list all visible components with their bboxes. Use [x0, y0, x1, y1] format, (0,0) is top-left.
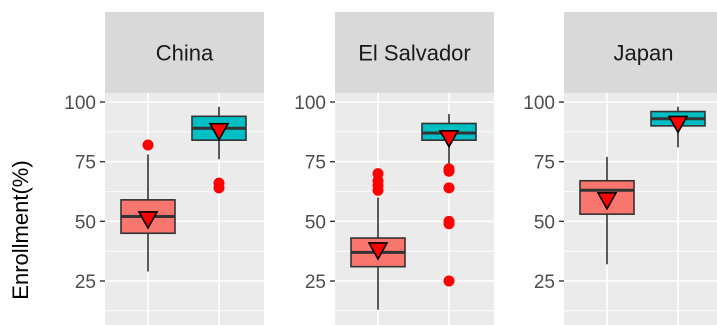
facet-panel-0: China 25 50 75 100: [64, 12, 264, 325]
outlier-point: [443, 165, 455, 177]
box-box_a: [350, 168, 406, 310]
y-tick-label: 75: [75, 153, 96, 174]
mean-marker: [137, 211, 159, 230]
y-tick-label: 50: [305, 212, 326, 233]
y-tick-label: 25: [75, 272, 96, 293]
box-box_b: [191, 106, 247, 194]
y-tick-label: 100: [294, 93, 326, 114]
y-tick-label: 25: [305, 272, 326, 293]
y-tick-label: 75: [534, 153, 555, 174]
facet-panel-1: El Salvador 25 50 75 100: [294, 12, 494, 325]
mean-marker: [667, 115, 689, 135]
outlier-point: [443, 182, 455, 194]
box-box_b: [650, 106, 706, 148]
outlier-point: [213, 182, 225, 194]
outlier-point: [372, 184, 384, 196]
mean-marker: [208, 122, 230, 142]
box-box_a: [579, 156, 635, 265]
y-tick-label: 25: [534, 272, 555, 293]
mean-marker: [367, 242, 389, 261]
outlier-point: [443, 275, 455, 287]
facet-strip-label: Japan: [614, 41, 674, 66]
y-tick-label: 50: [534, 212, 555, 233]
box-box_a: [120, 139, 176, 272]
facet-strip-label: China: [156, 41, 214, 66]
y-tick-label: 100: [64, 93, 96, 114]
y-axis-label: Enrollment(%): [8, 160, 33, 299]
y-tick-label: 75: [305, 153, 326, 174]
box-box_b: [421, 113, 477, 287]
facet-strip-label: El Salvador: [358, 41, 471, 66]
outlier-point: [142, 139, 154, 151]
facet-strip: [335, 12, 494, 93]
facet-panel-2: Japan 25 50 75 100: [523, 12, 717, 325]
mean-marker: [596, 192, 618, 211]
facet-strip: [564, 12, 717, 93]
outlier-point: [443, 218, 455, 230]
mean-marker: [438, 130, 460, 149]
y-tick-label: 100: [523, 93, 555, 114]
y-tick-label: 50: [75, 212, 96, 233]
facet-panels: China 25 50 75 100 El Salvador 25 50 75 100 Japan 2…: [64, 12, 717, 325]
facet-strip: [105, 12, 264, 93]
